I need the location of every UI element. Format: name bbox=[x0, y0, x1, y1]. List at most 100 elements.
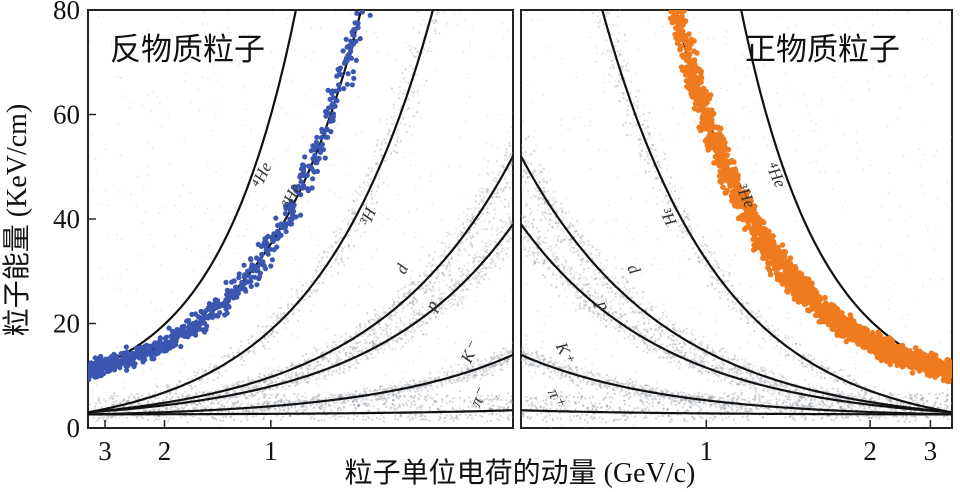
grey-point bbox=[306, 398, 309, 401]
grey-point bbox=[440, 307, 443, 311]
grey-point bbox=[127, 399, 130, 402]
grey-point bbox=[278, 306, 281, 310]
grey-point bbox=[370, 196, 373, 199]
grey-point bbox=[391, 305, 394, 308]
grey-point bbox=[500, 243, 503, 246]
grey-point bbox=[439, 256, 442, 259]
grey-point bbox=[174, 204, 176, 207]
grey-point bbox=[465, 288, 468, 291]
grey-point bbox=[438, 308, 441, 311]
grey-point bbox=[337, 149, 340, 151]
grey-point bbox=[484, 407, 486, 410]
grey-point bbox=[470, 417, 474, 420]
grey-point bbox=[507, 352, 510, 355]
grey-point bbox=[346, 217, 349, 220]
grey-point bbox=[265, 325, 268, 328]
grey-point bbox=[329, 265, 332, 268]
grey-point bbox=[357, 350, 360, 353]
grey-point bbox=[168, 408, 171, 411]
grey-point bbox=[165, 415, 168, 418]
grey-point bbox=[509, 156, 512, 159]
grey-point bbox=[263, 367, 266, 370]
grey-point bbox=[457, 282, 460, 285]
grey-point bbox=[379, 348, 382, 351]
grey-point bbox=[219, 392, 222, 395]
grey-point bbox=[173, 405, 176, 409]
grey-point bbox=[100, 266, 102, 269]
grey-point bbox=[509, 144, 512, 147]
grey-point bbox=[491, 262, 494, 265]
grey-point bbox=[383, 347, 386, 350]
grey-point bbox=[391, 123, 394, 126]
grey-point bbox=[354, 333, 357, 336]
grey-point bbox=[311, 303, 314, 306]
grey-point bbox=[223, 397, 226, 400]
grey-point bbox=[268, 397, 271, 400]
grey-point bbox=[375, 317, 378, 320]
grey-point bbox=[422, 272, 425, 275]
grey-point bbox=[251, 410, 254, 413]
grey-point bbox=[216, 402, 219, 405]
grey-point bbox=[304, 364, 307, 367]
grey-point bbox=[269, 388, 272, 391]
grey-point bbox=[348, 336, 351, 339]
grey-point bbox=[244, 124, 247, 127]
grey-point bbox=[485, 368, 489, 371]
grey-point bbox=[371, 167, 374, 170]
grey-point bbox=[407, 107, 410, 110]
grey-point bbox=[481, 190, 484, 193]
grey-point bbox=[264, 330, 267, 333]
grey-point bbox=[428, 261, 431, 264]
grey-point bbox=[358, 217, 361, 220]
grey-point bbox=[147, 401, 150, 404]
grey-point bbox=[417, 93, 420, 96]
grey-point bbox=[261, 390, 265, 393]
grey-point bbox=[282, 312, 286, 315]
grey-point bbox=[438, 286, 441, 289]
grey-point bbox=[252, 386, 255, 389]
grey-point bbox=[338, 339, 341, 342]
grey-point bbox=[396, 138, 399, 141]
grey-point bbox=[509, 221, 512, 224]
grey-point bbox=[440, 254, 443, 257]
grey-point bbox=[446, 326, 448, 328]
grey-point bbox=[388, 384, 391, 387]
grey-point bbox=[329, 363, 333, 366]
grey-point bbox=[393, 115, 396, 118]
grey-point bbox=[459, 165, 461, 168]
grey-point bbox=[326, 359, 329, 362]
grey-point bbox=[304, 392, 306, 394]
grey-point bbox=[214, 113, 217, 116]
grey-point bbox=[367, 389, 371, 392]
grey-point bbox=[398, 97, 401, 100]
grey-point bbox=[437, 337, 440, 340]
grey-point bbox=[253, 410, 256, 413]
grey-point bbox=[446, 374, 449, 377]
grey-point bbox=[386, 133, 389, 136]
grey-point bbox=[370, 328, 373, 331]
grey-point bbox=[365, 208, 368, 211]
grey-point bbox=[492, 372, 494, 374]
grey-point bbox=[510, 236, 513, 239]
grey-point bbox=[467, 262, 470, 265]
grey-point bbox=[193, 402, 196, 405]
grey-point bbox=[343, 340, 346, 343]
highlight-point bbox=[354, 10, 360, 16]
grey-point bbox=[464, 19, 467, 22]
grey-point bbox=[290, 375, 294, 378]
grey-point bbox=[385, 141, 388, 144]
grey-point bbox=[436, 312, 439, 315]
grey-point bbox=[437, 255, 440, 258]
grey-point bbox=[418, 309, 421, 312]
grey-point bbox=[280, 418, 283, 421]
grey-point bbox=[399, 338, 402, 341]
grey-point bbox=[297, 309, 300, 312]
grey-point bbox=[425, 288, 428, 291]
grey-point bbox=[469, 219, 473, 222]
grey-point bbox=[303, 134, 305, 137]
grey-point bbox=[270, 379, 273, 383]
grey-point bbox=[510, 162, 513, 165]
grey-point bbox=[340, 335, 343, 338]
grey-point bbox=[383, 159, 386, 162]
grey-point bbox=[336, 401, 339, 404]
